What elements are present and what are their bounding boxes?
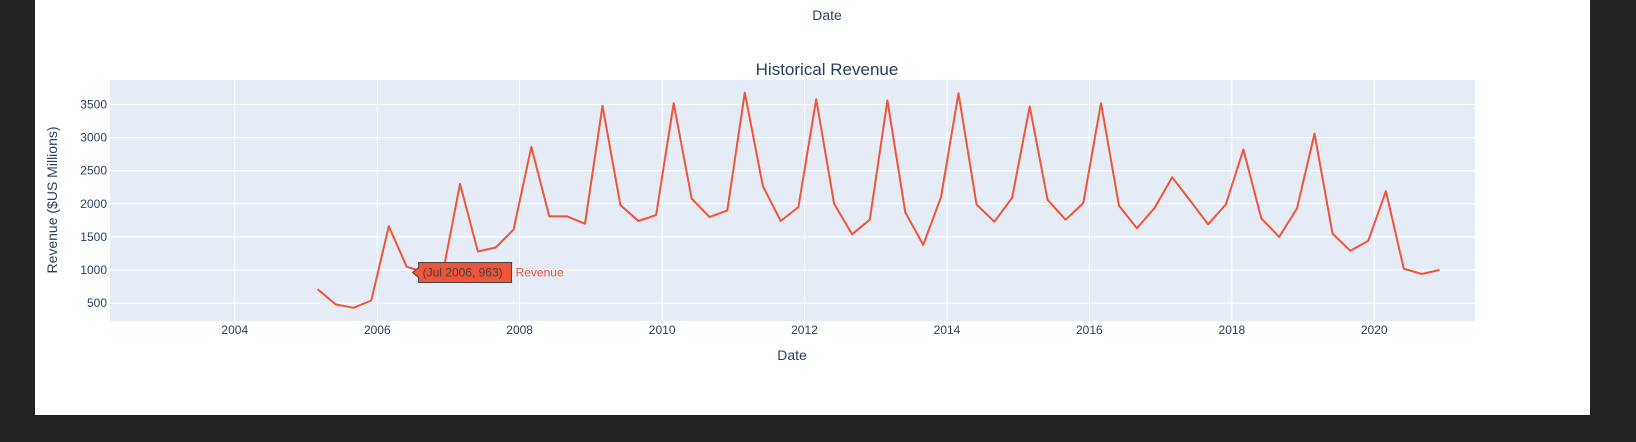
grid-lines — [110, 80, 1475, 321]
hover-series-name: Revenue — [516, 265, 564, 279]
x-tick-label: 2018 — [1219, 323, 1246, 337]
x-tick-label: 2008 — [506, 323, 533, 337]
x-tick-label: 2012 — [791, 323, 818, 337]
revenue-line-chart[interactable]: Date Historical Revenue 500 1000 1500 2000 2… — [35, 0, 1590, 415]
y-tick-label: 1000 — [80, 263, 107, 277]
revenue-series-line[interactable] — [316, 91, 1440, 309]
chart-panel: Date Historical Revenue 500 1000 1500 2000 2… — [35, 0, 1590, 415]
x-tick-label: 2016 — [1076, 323, 1103, 337]
chart-title: Historical Revenue — [756, 60, 899, 79]
y-tick-label: 500 — [87, 296, 107, 310]
plot-area[interactable] — [110, 80, 1475, 321]
y-tick-label: 1500 — [80, 230, 107, 244]
y-tick-label: 2000 — [80, 197, 107, 211]
y-tick-label: 2500 — [80, 164, 107, 178]
y-axis-title: Revenue ($US Millions) — [44, 126, 60, 273]
x-axis-title: Date — [777, 347, 807, 363]
y-tick-label: 3000 — [80, 131, 107, 145]
x-tick-label: 2020 — [1361, 323, 1388, 337]
hover-tooltip: (Jul 2006, 963) Revenue — [411, 261, 564, 283]
x-tick-label: 2014 — [934, 323, 961, 337]
x-tick-label: 2006 — [364, 323, 391, 337]
y-tick-label: 3500 — [80, 97, 107, 111]
hover-label-box — [411, 261, 513, 283]
y-axis-ticks: 500 1000 1500 2000 2500 3000 3500 — [80, 97, 107, 310]
hover-label-text: (Jul 2006, 963) — [423, 265, 503, 279]
x-tick-label: 2004 — [221, 323, 248, 337]
x-tick-label: 2010 — [649, 323, 676, 337]
top-axis-title: Date — [812, 7, 842, 23]
x-axis-ticks: 2004 2006 2008 2010 2012 2014 2016 2018 2020 — [221, 323, 1387, 337]
